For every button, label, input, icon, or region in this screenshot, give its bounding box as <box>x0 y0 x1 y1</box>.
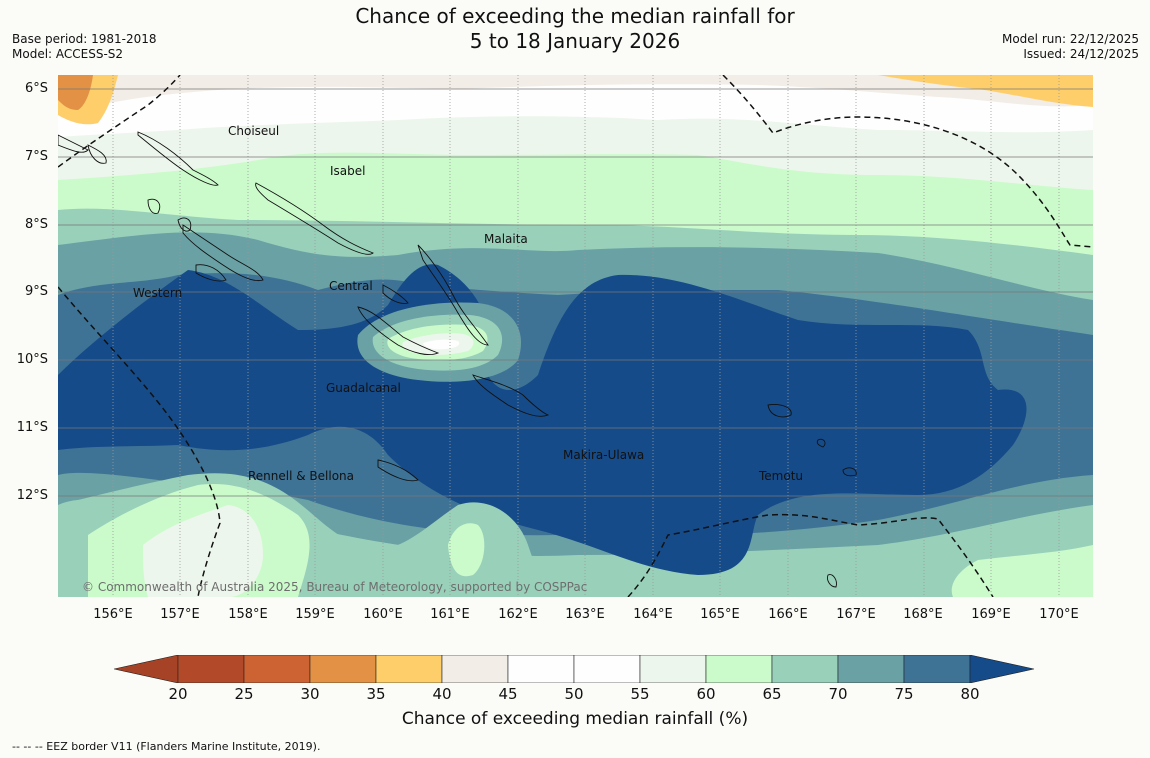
colorbar-tick: 30 <box>300 685 320 703</box>
lat-label: 7°S <box>24 149 48 164</box>
copyright-notice: © Commonwealth of Australia 2025, Bureau… <box>82 580 588 594</box>
meta-left: Base period: 1981-2018 Model: ACCESS-S2 <box>12 32 157 62</box>
lat-label: 9°S <box>24 284 48 299</box>
colorbar-swatch-25-30 <box>243 655 311 683</box>
title-line-2: 5 to 18 January 2026 <box>469 29 681 53</box>
eez-borders <box>58 75 1093 597</box>
eez-footnote: -- -- -- EEZ border V11 (Flanders Marine… <box>12 740 321 753</box>
colorbar-swatch-20-25 <box>177 655 245 683</box>
province-guadalcanal: Guadalcanal <box>326 381 401 395</box>
colorbar-tick: 60 <box>696 685 716 703</box>
colorbar-swatch-70-75 <box>837 655 905 683</box>
colorbar-swatch-60-65 <box>705 655 773 683</box>
colorbar-swatch-40-45 <box>441 655 509 683</box>
band-65-islet <box>448 523 485 577</box>
model-name: Model: ACCESS-S2 <box>12 47 124 61</box>
base-period: Base period: 1981-2018 <box>12 32 157 46</box>
rainfall-map <box>58 75 1093 597</box>
band-40-northeast <box>878 75 1093 107</box>
colorbar-tick: 70 <box>828 685 848 703</box>
lon-label: 166°E <box>768 607 808 622</box>
province-temotu: Temotu <box>759 469 804 483</box>
lon-label: 162°E <box>498 607 538 622</box>
colorbar-tick: 20 <box>168 685 188 703</box>
colorbar-tick: 75 <box>894 685 914 703</box>
lon-label: 161°E <box>430 607 470 622</box>
title-line-1: Chance of exceeding the median rainfall … <box>355 4 795 28</box>
lon-label: 164°E <box>633 607 673 622</box>
colorbar-tick: 65 <box>762 685 782 703</box>
band-35-northwest <box>58 75 93 110</box>
lon-label: 158°E <box>228 607 268 622</box>
colorbar-swatch-30-35 <box>309 655 377 683</box>
province-choiseul: Choiseul <box>228 124 280 138</box>
lat-label: 12°S <box>16 488 48 503</box>
lon-label: 157°E <box>160 607 200 622</box>
lat-label: 10°S <box>16 352 48 367</box>
meta-right: Model run: 22/12/2025 Issued: 24/12/2025 <box>1002 32 1139 62</box>
coastlines <box>58 131 857 588</box>
colorbar-tick: 45 <box>498 685 518 703</box>
province-malaita: Malaita <box>484 232 528 246</box>
lat-label: 6°S <box>24 81 48 96</box>
lat-label: 11°S <box>16 420 48 435</box>
band-80plus-core <box>58 264 1027 575</box>
colorbar-swatch-65-70 <box>771 655 839 683</box>
model-run: Model run: 22/12/2025 <box>1001 32 1139 46</box>
colorbar-tick: 25 <box>234 685 254 703</box>
lon-label: 170°E <box>1039 607 1079 622</box>
lon-label: 163°E <box>565 607 605 622</box>
colorbar-tick: 35 <box>366 685 386 703</box>
issued-date: Issued: 24/12/2025 <box>1023 47 1139 61</box>
band-65-southeast <box>951 545 1093 597</box>
lon-label: 169°E <box>971 607 1011 622</box>
colorbar <box>114 655 1035 683</box>
latitude-lines <box>58 88 1093 497</box>
province-rennell-bellona: Rennell & Bellona <box>248 469 355 483</box>
lon-label: 165°E <box>700 607 740 622</box>
colorbar-swatch-55-60 <box>639 655 707 683</box>
graticule <box>112 75 1060 597</box>
lon-label: 159°E <box>295 607 335 622</box>
lon-label: 160°E <box>363 607 403 622</box>
colorbar-label: Chance of exceeding median rainfall (%) <box>401 709 749 729</box>
lon-label: 168°E <box>903 607 943 622</box>
colorbar-swatch-50-55 <box>573 655 641 683</box>
colorbar-tick: 40 <box>432 685 452 703</box>
colorbar-high-arrow <box>969 655 1035 683</box>
colorbar-swatch-75-80 <box>903 655 971 683</box>
band-60-south <box>143 505 263 597</box>
band-55 <box>58 75 1093 137</box>
province-isabel: Isabel <box>330 164 366 178</box>
lat-label: 8°S <box>24 217 48 232</box>
province-makira-ulawa: Makira-Ulawa <box>563 448 645 462</box>
colorbar-swatch-45-50 <box>507 655 575 683</box>
province-central: Central <box>329 279 373 293</box>
lon-label: 167°E <box>836 607 876 622</box>
lon-label: 156°E <box>93 607 133 622</box>
colorbar-low-arrow <box>114 655 179 683</box>
band-45 <box>58 75 1093 115</box>
colorbar-swatch-35-40 <box>375 655 443 683</box>
province-western: Western <box>133 286 183 300</box>
map-title: Chance of exceeding the median rainfall … <box>0 4 1150 54</box>
colorbar-tick: 50 <box>564 685 584 703</box>
colorbar-tick: 80 <box>960 685 980 703</box>
colorbar-tick: 55 <box>630 685 650 703</box>
